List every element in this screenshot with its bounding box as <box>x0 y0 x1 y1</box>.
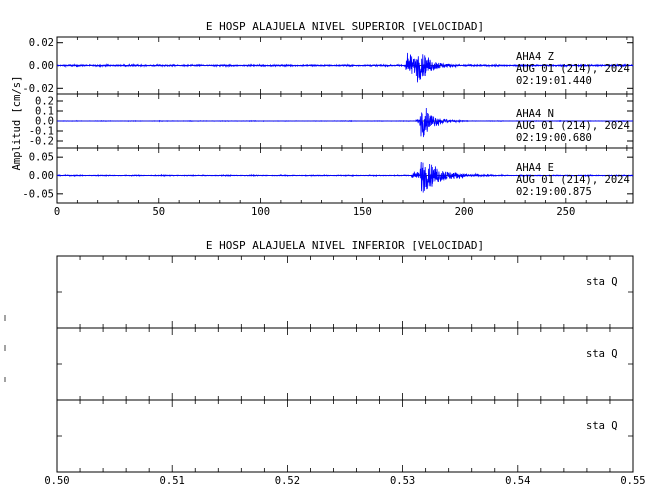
x-tick-label: 100 <box>251 206 270 218</box>
panel-frame <box>56 327 634 401</box>
lower-chart-title: E HOSP ALAJUELA NIVEL INFERIOR [VELOCIDA… <box>206 239 484 252</box>
station-label: AHA4 Z <box>516 51 554 63</box>
time-label: 02:19:01.440 <box>516 75 592 87</box>
y-tick-label: -0.05 <box>22 188 54 200</box>
x-tick-label: 200 <box>455 206 474 218</box>
y-tick-label: 0.1 <box>35 106 54 118</box>
x-tick-label: 0.53 <box>390 475 415 487</box>
y-tick-label: 0.0 <box>35 116 54 128</box>
y-tick-label: -0.1 <box>29 126 54 138</box>
x-tick-label: 0.51 <box>160 475 185 487</box>
x-tick-label: 0.55 <box>620 475 645 487</box>
lower-panel: sta Q <box>56 255 634 329</box>
time-label: 02:19:00.875 <box>516 186 592 198</box>
station-label: sta Q <box>586 420 618 432</box>
station-label: AHA4 E <box>516 162 554 174</box>
x-tick-label: 150 <box>353 206 372 218</box>
date-label: AUG 01 (214), 2024 <box>516 63 630 75</box>
y-tick-label: 0.05 <box>29 152 54 164</box>
lower-panel: sta Q <box>56 327 634 401</box>
y-tick-label: 0.00 <box>29 60 54 72</box>
waveform-series <box>56 52 634 83</box>
x-tick-label: 50 <box>152 206 165 218</box>
x-tick-label: 250 <box>556 206 575 218</box>
panel-frame <box>56 255 634 329</box>
x-tick-label: 0 <box>54 206 60 218</box>
y-tick-label: -0.02 <box>22 83 54 95</box>
x-tick-label: 0.54 <box>505 475 530 487</box>
y-tick-label: -0.2 <box>29 136 54 148</box>
x-tick-label: 0.50 <box>44 475 69 487</box>
waveform-series <box>56 161 634 193</box>
y-tick-label: 0.00 <box>29 170 54 182</box>
station-label: sta Q <box>586 276 618 288</box>
time-label: 02:19:00.680 <box>516 132 592 144</box>
waveform-series <box>56 107 634 138</box>
station-label: AHA4 N <box>516 108 554 120</box>
y-tick-label: 0.2 <box>35 96 54 108</box>
panel-frame <box>56 399 634 473</box>
lower-chart: E HOSP ALAJUELA NIVEL INFERIOR [VELOCIDA… <box>4 239 646 487</box>
upper-chart-y-axis-label: Amplitud [cm/s] <box>11 76 23 171</box>
upper-chart: E HOSP ALAJUELA NIVEL SUPERIOR [VELOCIDA… <box>11 20 634 218</box>
date-label: AUG 01 (214), 2024 <box>516 174 630 186</box>
lower-panel: sta Q <box>56 399 634 473</box>
y-tick-label: 0.02 <box>29 37 54 49</box>
station-label: sta Q <box>586 348 618 360</box>
upper-chart-title: E HOSP ALAJUELA NIVEL SUPERIOR [VELOCIDA… <box>206 20 484 33</box>
date-label: AUG 01 (214), 2024 <box>516 120 630 132</box>
x-tick-label: 0.52 <box>275 475 300 487</box>
